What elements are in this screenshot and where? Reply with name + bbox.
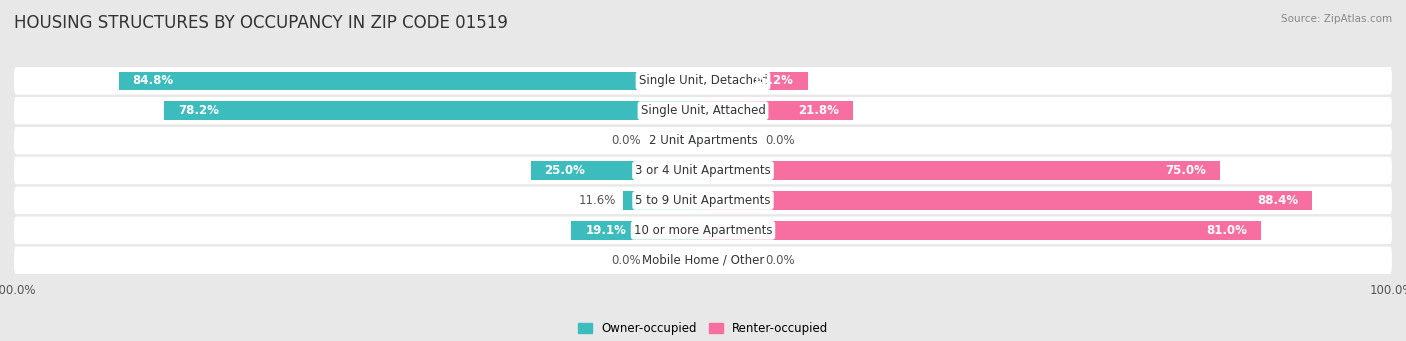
Bar (703, 161, 1219, 180)
Text: 19.1%: 19.1% (585, 224, 626, 237)
Bar (648, 251, 703, 269)
Text: 75.0%: 75.0% (1166, 164, 1206, 177)
Legend: Owner-occupied, Renter-occupied: Owner-occupied, Renter-occupied (578, 322, 828, 335)
Bar (118, 72, 703, 90)
Bar (571, 221, 703, 240)
Bar (531, 161, 703, 180)
Bar (648, 131, 703, 150)
Text: 15.2%: 15.2% (754, 74, 794, 87)
Text: 2 Unit Apartments: 2 Unit Apartments (648, 134, 758, 147)
Bar (703, 221, 1261, 240)
Text: Single Unit, Detached: Single Unit, Detached (638, 74, 768, 87)
Text: Mobile Home / Other: Mobile Home / Other (641, 254, 765, 267)
Bar (703, 72, 807, 90)
Text: 88.4%: 88.4% (1257, 194, 1298, 207)
Text: HOUSING STRUCTURES BY OCCUPANCY IN ZIP CODE 01519: HOUSING STRUCTURES BY OCCUPANCY IN ZIP C… (14, 14, 508, 32)
Bar (703, 191, 1312, 210)
Bar (623, 191, 703, 210)
Text: 0.0%: 0.0% (765, 134, 794, 147)
Text: 11.6%: 11.6% (579, 194, 616, 207)
FancyBboxPatch shape (14, 187, 1392, 214)
FancyBboxPatch shape (14, 247, 1392, 274)
Text: 0.0%: 0.0% (612, 254, 641, 267)
Text: 5 to 9 Unit Apartments: 5 to 9 Unit Apartments (636, 194, 770, 207)
FancyBboxPatch shape (14, 97, 1392, 124)
Bar (703, 251, 758, 269)
Text: 3 or 4 Unit Apartments: 3 or 4 Unit Apartments (636, 164, 770, 177)
Bar (703, 131, 758, 150)
Text: 25.0%: 25.0% (544, 164, 585, 177)
Text: 21.8%: 21.8% (799, 104, 839, 117)
Text: 0.0%: 0.0% (765, 254, 794, 267)
FancyBboxPatch shape (14, 127, 1392, 154)
Text: 78.2%: 78.2% (179, 104, 219, 117)
Text: Source: ZipAtlas.com: Source: ZipAtlas.com (1281, 14, 1392, 24)
Text: 10 or more Apartments: 10 or more Apartments (634, 224, 772, 237)
Text: 84.8%: 84.8% (132, 74, 174, 87)
FancyBboxPatch shape (14, 157, 1392, 184)
Text: Single Unit, Attached: Single Unit, Attached (641, 104, 765, 117)
Bar (703, 101, 853, 120)
FancyBboxPatch shape (14, 217, 1392, 244)
Text: 81.0%: 81.0% (1206, 224, 1247, 237)
FancyBboxPatch shape (14, 67, 1392, 94)
Bar (165, 101, 703, 120)
Text: 0.0%: 0.0% (612, 134, 641, 147)
